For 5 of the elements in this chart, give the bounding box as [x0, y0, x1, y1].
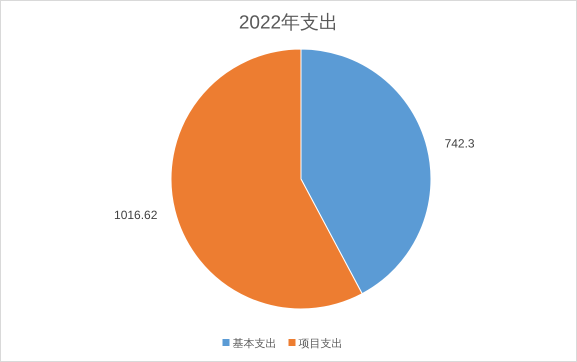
data-label: 742.3 — [444, 136, 475, 150]
legend-label: 项目支出 — [298, 336, 342, 350]
data-label: 1016.62 — [114, 208, 158, 222]
legend-label: 基本支出 — [232, 336, 276, 350]
chart-title: 2022年支出 — [238, 12, 338, 34]
